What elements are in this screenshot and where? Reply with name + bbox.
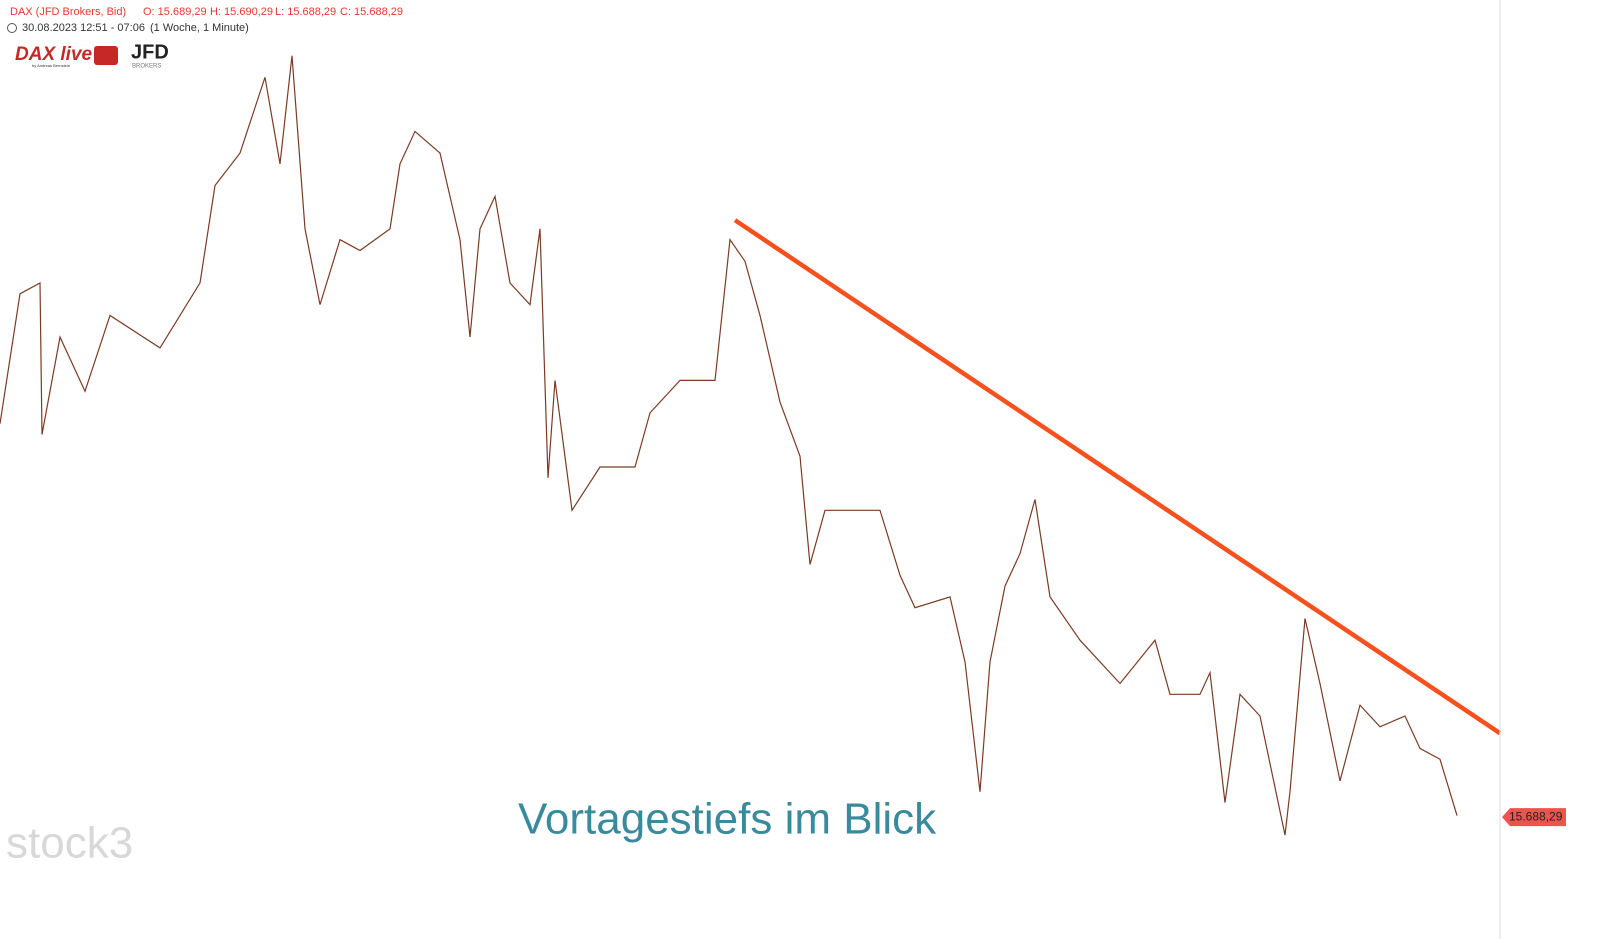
logo-brokers: BROKERS [132, 64, 161, 70]
last-price-tag [1502, 808, 1566, 827]
clock-icon [7, 23, 17, 33]
header-high: H: 15.690,29 [210, 6, 273, 18]
last-price-label: 15.688,29 [1509, 809, 1563, 823]
logo-dax: DAX live [15, 44, 93, 65]
trend-line [733, 218, 1502, 736]
header-title: DAX (JFD Brokers, Bid) [10, 6, 126, 18]
axes: 15.688,29 [1502, 808, 1566, 827]
watermark: stock3 [6, 819, 133, 868]
logo-play [94, 46, 118, 65]
price-line [0, 55, 1458, 836]
header-range: 30.08.2023 12:51 - 07:06 [22, 22, 145, 34]
header-period: (1 Woche, 1 Minute) [150, 22, 249, 34]
plot [0, 55, 1502, 836]
header-close: C: 15.688,29 [340, 6, 403, 18]
header-low: L: 15.688,29 [275, 6, 336, 18]
logo-byline: by Andreas Bernstein [32, 63, 70, 68]
zone-label: Vortagestiefs im Blick [518, 795, 937, 844]
header-open: O: 15.689,29 [143, 6, 207, 18]
logo-jfd: JFD [131, 41, 169, 63]
